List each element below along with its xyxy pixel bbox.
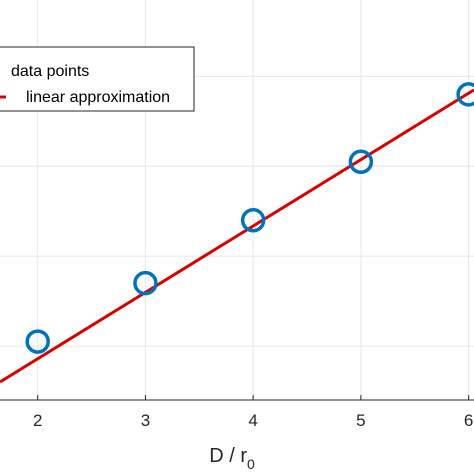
- linear-approximation-line: [0, 88, 474, 384]
- data-point-marker: [456, 82, 474, 107]
- data-point-marker: [240, 207, 266, 233]
- x-axis-label-main: D / r: [209, 445, 247, 467]
- linear-approximation-series: [0, 88, 474, 384]
- x-tick-label: 3: [141, 411, 150, 430]
- data-point-marker: [133, 270, 158, 296]
- x-tick-label: 6: [464, 411, 473, 430]
- x-axis-label: D / r0: [209, 445, 255, 472]
- data-point-marker: [348, 149, 374, 175]
- x-tick-label: 5: [356, 411, 365, 430]
- x-tick-label: 2: [33, 411, 42, 430]
- legend-box: [0, 46, 195, 112]
- legend: data points linear approximation: [0, 46, 195, 112]
- data-point-marker: [25, 329, 50, 354]
- axes: [0, 395, 474, 401]
- x-tick-label: 4: [248, 411, 257, 430]
- legend-label-data-points: data points: [11, 63, 89, 80]
- x-axis-label-subscript: 0: [247, 456, 255, 472]
- legend-label-linear-approximation: linear approximation: [26, 89, 170, 106]
- x-tick-labels: 2 3 4 5 6: [33, 411, 473, 430]
- data-points-series: [25, 82, 474, 354]
